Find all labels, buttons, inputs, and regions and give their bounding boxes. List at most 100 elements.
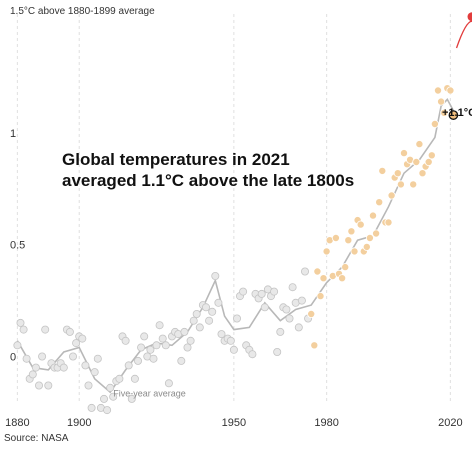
- annual-point: [158, 334, 167, 343]
- annual-point: [409, 180, 418, 189]
- annual-point: [214, 298, 223, 307]
- y-tick-label: 0: [10, 351, 16, 363]
- annual-point: [35, 381, 44, 390]
- annual-point: [310, 341, 319, 350]
- annual-point: [387, 191, 396, 200]
- annual-point: [446, 86, 455, 95]
- annual-point: [415, 140, 424, 149]
- chart-headline: Global temperatures in 2021 averaged 1.1…: [62, 150, 355, 190]
- annual-point: [69, 352, 78, 361]
- y-axis-ticks: 10.50: [10, 128, 25, 364]
- y-tick-label: 0.5: [10, 240, 25, 252]
- annual-point: [412, 157, 421, 166]
- annual-point: [384, 218, 393, 227]
- annual-point: [146, 345, 155, 354]
- annual-point: [226, 336, 235, 345]
- annual-point: [297, 296, 306, 305]
- annual-point: [59, 363, 68, 372]
- annual-point: [183, 343, 192, 352]
- annual-point: [427, 151, 436, 160]
- annual-point: [13, 341, 22, 350]
- annual-point: [65, 327, 74, 336]
- annual-point: [121, 336, 130, 345]
- annual-point: [152, 341, 161, 350]
- grid-lines: [16, 14, 451, 404]
- annual-point: [217, 330, 226, 339]
- annual-point: [260, 303, 269, 312]
- annual-point: [356, 220, 365, 229]
- annual-point: [276, 327, 285, 336]
- annual-point: [177, 356, 186, 365]
- annual-point: [437, 97, 446, 106]
- source-note: Source: NASA: [4, 433, 69, 444]
- annual-point: [282, 305, 291, 314]
- annual-point: [347, 227, 356, 236]
- annual-point: [316, 292, 325, 301]
- annual-point: [322, 247, 331, 256]
- annual-point: [341, 263, 350, 272]
- annual-point: [84, 381, 93, 390]
- five-year-average-line: [16, 98, 455, 394]
- x-axis-ticks: 1880 1900 1950 1980 2020: [5, 417, 462, 429]
- annual-point: [396, 180, 405, 189]
- annual-point: [81, 361, 90, 370]
- annual-point: [375, 198, 384, 207]
- annual-point: [137, 343, 146, 352]
- x-tick-label: 1900: [67, 417, 91, 429]
- annual-point: [232, 314, 241, 323]
- annual-point: [430, 120, 439, 129]
- annual-point: [313, 267, 322, 276]
- annual-point: [106, 383, 115, 392]
- annual-point: [31, 363, 40, 372]
- arrow-head: [467, 12, 472, 22]
- x-tick-label: 1980: [314, 417, 338, 429]
- five-year-average-label: Five-year average: [113, 389, 186, 399]
- annual-point: [19, 325, 28, 334]
- annual-point: [195, 323, 204, 332]
- annual-point: [93, 354, 102, 363]
- annual-point: [257, 289, 266, 298]
- annual-point: [103, 406, 112, 415]
- annual-point: [211, 271, 220, 280]
- annual-point: [372, 229, 381, 238]
- x-tick-label: 1950: [222, 417, 246, 429]
- y-axis-top-label: 1.5°C above 1880-1899 average: [10, 6, 155, 17]
- x-tick-label: 2020: [438, 417, 462, 429]
- annual-point: [285, 314, 294, 323]
- annual-point: [161, 341, 170, 350]
- annual-point: [127, 394, 136, 403]
- annual-point: [205, 316, 214, 325]
- annual-point: [362, 242, 371, 251]
- annual-point: [288, 283, 297, 292]
- annual-point: [109, 392, 118, 401]
- annual-point: [100, 394, 109, 403]
- x-tick-label: 1880: [5, 417, 29, 429]
- annual-point: [180, 327, 189, 336]
- annual-point: [130, 374, 139, 383]
- annual-point: [368, 211, 377, 220]
- annual-point: [87, 403, 96, 412]
- annual-point: [344, 236, 353, 245]
- annual-point: [16, 318, 25, 327]
- annual-point: [350, 247, 359, 256]
- annual-point: [72, 339, 81, 348]
- annual-point: [433, 86, 442, 95]
- projection-arrow: [455, 12, 472, 49]
- annual-point: [155, 321, 164, 330]
- annual-point: [189, 316, 198, 325]
- annual-point: [239, 287, 248, 296]
- annual-point: [331, 233, 340, 242]
- annual-point: [424, 157, 433, 166]
- annual-point: [270, 287, 279, 296]
- annual-point: [90, 368, 99, 377]
- annotation-2021: +1.1°C: [442, 107, 472, 119]
- annual-point: [41, 325, 50, 334]
- highlight-point-2021: [448, 110, 459, 120]
- annual-point: [300, 267, 309, 276]
- annual-point: [273, 347, 282, 356]
- annual-point: [78, 334, 87, 343]
- annual-point: [208, 307, 217, 316]
- annual-point: [124, 361, 133, 370]
- annual-point: [22, 354, 31, 363]
